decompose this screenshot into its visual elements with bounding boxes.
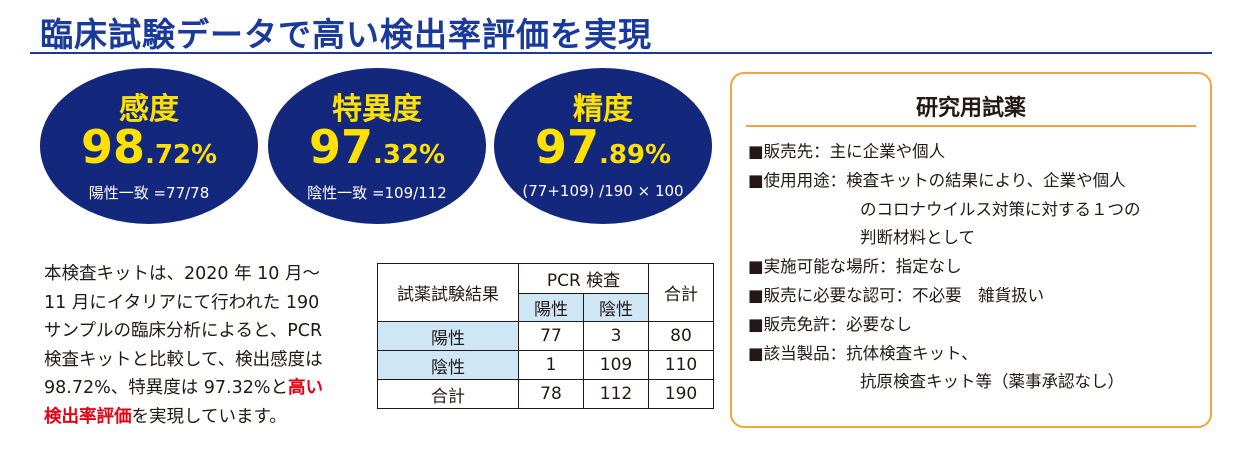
pcr-header-cell: PCR 検査 [518,263,649,294]
info-line: ■実施可能な場所：指定なし [748,257,962,277]
table-cell: 190 [648,379,714,409]
row-label-cell: 陰性 [377,350,519,380]
comparison-table: 試薬試験結果 PCR 検査 合計 陽性 陰性 陽性 77 3 80 陰性 1 1… [377,263,714,409]
metric-label: 特異度 [332,92,422,127]
info-line: ■販売に必要な認可：不必要 雑貨扱い [748,285,1045,305]
negative-header-cell: 陰性 [583,293,649,322]
row-label-cell: 陽性 [377,321,519,351]
metric-value-dec: .32% [372,140,446,170]
description-line: 98.72%、特異度は 97.32%と高い [44,374,374,403]
info-line: ■使用用途：検査キットの結果により、企業や個人 [748,170,1126,190]
table-cell: 112 [583,379,649,409]
highlight-text: 高い [288,378,324,398]
description-paragraph: 本検査キットは、2020 年 10 月〜 11 月にイタリアにて行われた 190… [44,260,374,431]
row-header-cell: 試薬試験結果 [377,263,519,322]
research-reagent-box: 研究用試薬 ■販売先：主に企業や個人 ■使用用途：検査キットの結果により、企業や… [730,72,1212,428]
metric-note: 陽性一致 =77/78 [88,184,210,202]
description-line: 検出率評価を実現しています。 [44,403,374,432]
highlight-text: 検出率評価 [44,406,132,427]
info-line: ■販売先：主に企業や個人 [748,142,946,161]
description-line: 本検査キットは、2020 年 10 月〜 [44,264,320,284]
description-line: 11 月にイタリアにて行われた 190 [44,292,320,313]
metric-value: 97.89% [494,120,712,174]
table-cell: 109 [583,350,649,380]
research-info-list: ■販売先：主に企業や個人 ■使用用途：検査キットの結果により、企業や個人 のコロ… [748,138,1198,397]
table-row: 陰性 1 109 110 [377,350,714,380]
description-line: サンプルの臨床分析によると、PCR [44,321,323,341]
info-line: ■販売免許：必要なし [748,314,913,334]
metric-value: 98.72% [40,120,258,174]
metric-label: 精度 [573,92,633,127]
info-line: のコロナウイルス対策に対する１つの [860,199,1141,219]
metric-value: 97.32% [268,120,486,174]
info-line: 抗原検査キット等（薬事承認なし） [860,372,1124,392]
metric-value-dec: .89% [598,140,672,170]
metric-note: (77+109) /190 × 100 [522,182,684,200]
description-text: を実現しています。 [131,406,287,427]
sensitivity-circle: 感度 98.72% 陽性一致 =77/78 [40,68,258,224]
description-line: 検査キットと比較して、検出感度は [44,349,323,370]
table-cell: 1 [518,350,584,380]
metric-label: 感度 [119,92,179,127]
metric-value-int: 98 [80,120,145,174]
positive-header-cell: 陽性 [518,293,584,322]
specificity-circle: 特異度 97.32% 陰性一致 =109/112 [268,68,486,224]
table-cell: 80 [648,321,714,351]
box-title: 研究用試薬 [915,96,1026,121]
title-underline [30,52,1212,54]
table-cell: 78 [518,379,584,409]
box-divider [746,125,1196,127]
table-row: 陽性 77 3 80 [377,321,714,351]
table-cell: 77 [518,321,584,351]
info-line: 判断材料として [860,228,976,248]
metric-value-dec: .72% [144,140,218,170]
description-text: 98.72%、特異度は 97.32%と [44,378,289,398]
row-label-cell: 合計 [377,379,519,409]
info-line: ■該当製品：抗体検査キット、 [748,343,978,363]
metric-value-int: 97 [308,120,373,174]
page-title: 臨床試験データで高い検出率評価を実現 [40,15,652,54]
accuracy-circle: 精度 97.89% (77+109) /190 × 100 [494,68,712,224]
table-cell: 3 [583,321,649,351]
total-header-cell: 合計 [648,263,714,322]
table-row: 合計 78 112 190 [377,379,714,409]
table-cell: 110 [648,350,714,380]
metric-note: 陰性一致 =109/112 [307,184,447,202]
metric-value-int: 97 [534,120,599,174]
